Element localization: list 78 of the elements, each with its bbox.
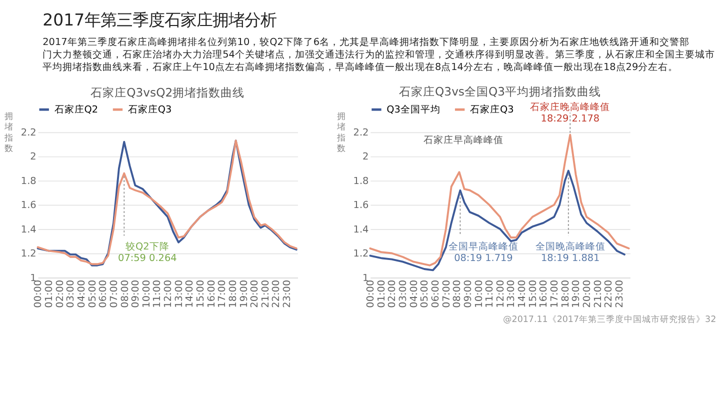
x-tick-label: 19:00 (571, 280, 582, 308)
x-tick-label: 00:00 (366, 280, 377, 308)
x-tick-label: 10:00 (141, 280, 152, 308)
annotation: 石家庄早高峰峰值 (424, 134, 504, 146)
text: 2017年第三季度石家庄拥堵分析 (42, 10, 277, 30)
x-tick-label: 20:00 (582, 280, 593, 308)
x-tick-label: 01:00 (44, 280, 56, 308)
x-tick-label: 23:00 (614, 280, 626, 308)
x-tick-label: 01:00 (376, 280, 388, 308)
x-tick-label: 19:00 (238, 280, 250, 308)
annotation: 全国晚高峰峰值 18:19 1.881 (535, 240, 606, 264)
annotation: 石家庄晚高峰峰值 18:29 2.178 (530, 100, 610, 124)
y-tick-label: 2.2 (353, 128, 369, 139)
text: @2017.11《2017年第三季度中国城市研究报告》32 (503, 314, 716, 326)
x-tick-label: 21:00 (260, 280, 272, 308)
x-tick-label: 10:00 (474, 280, 485, 308)
x-tick-label: 18:00 (228, 280, 239, 308)
x-tick-label: 09:00 (462, 280, 474, 308)
x-tick-label: 15:00 (196, 280, 206, 308)
x-tick-label: 23:00 (282, 280, 294, 308)
x-tick-label: 07:00 (108, 280, 120, 308)
annotation: 全国早高峰峰值 08:19 1.719 (448, 240, 518, 264)
x-tick-label: 02:00 (387, 280, 398, 308)
y-tick-label: 1.2 (353, 248, 369, 260)
legend-label: 石家庄Q2 (54, 103, 98, 116)
x-tick-label: 06:00 (430, 280, 442, 308)
x-tick-label: 08:00 (120, 280, 131, 308)
x-tick-label: 22:00 (604, 280, 615, 308)
x-tick-label: 03:00 (66, 280, 77, 308)
x-tick-label: 11:00 (484, 280, 496, 308)
x-tick-label: 08:00 (452, 280, 464, 308)
y-tick-label: 1.4 (353, 224, 369, 236)
x-tick-label: 11:00 (152, 280, 164, 308)
x-tick-label: 20:00 (250, 280, 261, 308)
x-tick-label: 22:00 (271, 280, 282, 308)
x-tick-label: 21:00 (592, 280, 604, 308)
x-tick-label: 04:00 (76, 280, 88, 308)
chart-title: 石家庄Q3vsQ2拥堵指数曲线 (90, 85, 245, 100)
y-tick-label: 2 (30, 152, 36, 163)
line-series (369, 170, 626, 272)
y-axis-title: 拥堵指数 (336, 111, 346, 154)
x-tick-label: 18:00 (560, 280, 572, 308)
y-tick-label: 1.4 (20, 224, 36, 236)
x-tick-label: 04:00 (408, 280, 420, 308)
text: 2017年第三季度石家庄高峰拥堵排名位列第10，较Q2下降了6名，尤其是早高峰拥堵指数下降明显，主要原因分析为石家庄地铁线路开通和交警部门大力整顿交通，石家庄治堵办大力治理54个关键堵点，加强交通违法行为的监控和管理，交通秩序得到明显改善。第三季度，从石家庄和全国主要城市平均拥堵指数曲线来看，石家庄上午10点左右高峰拥堵指数偏高，早高峰峰值一般出现在8点14分左右，晚高峰峰值一般出现在18点29分左右。 (42, 36, 715, 74)
y-tick-label: 1.6 (20, 200, 36, 212)
legend-label: 石家庄Q3 (470, 103, 514, 116)
y-tick-label: 1.8 (20, 176, 36, 187)
x-tick-label: 13:00 (174, 280, 185, 308)
x-tick-label: 17:00 (217, 280, 228, 308)
x-tick-label: 14:00 (517, 280, 528, 308)
x-tick-label: 06:00 (98, 280, 110, 308)
x-tick-label: 03:00 (398, 280, 410, 308)
y-axis-title: 拥堵指数 (4, 111, 14, 154)
x-tick-label: 05:00 (87, 280, 98, 308)
x-tick-label: 16:00 (206, 280, 218, 308)
x-tick-label: 12:00 (163, 280, 174, 308)
y-tick-label: 1.8 (353, 176, 369, 187)
x-tick-label: 14:00 (184, 280, 196, 308)
y-tick-label: 2.2 (20, 128, 36, 139)
x-tick-label: 15:00 (528, 280, 539, 308)
x-tick-label: 00:00 (33, 280, 44, 308)
x-tick-label: 09:00 (130, 280, 142, 308)
legend-label: Q3全国平均 (386, 103, 440, 116)
x-tick-label: 12:00 (495, 280, 506, 308)
x-tick-label: 02:00 (54, 280, 66, 308)
y-tick-label: 1.6 (353, 200, 369, 212)
x-tick-label: 07:00 (441, 280, 452, 308)
annotation: 较Q2下降 07:59 0.264 (118, 240, 177, 264)
legend-label: 石家庄Q3 (128, 103, 172, 116)
line-series (369, 134, 630, 266)
x-tick-label: 17:00 (550, 280, 561, 308)
x-tick-label: 13:00 (506, 280, 518, 308)
x-tick-label: 05:00 (420, 280, 431, 308)
y-tick-label: 1.2 (20, 248, 36, 260)
chart-title: 石家庄Q3vs全国Q3平均拥堵指数曲线 (399, 84, 602, 98)
y-tick-label: 2 (362, 152, 369, 163)
x-tick-label: 16:00 (538, 280, 550, 308)
